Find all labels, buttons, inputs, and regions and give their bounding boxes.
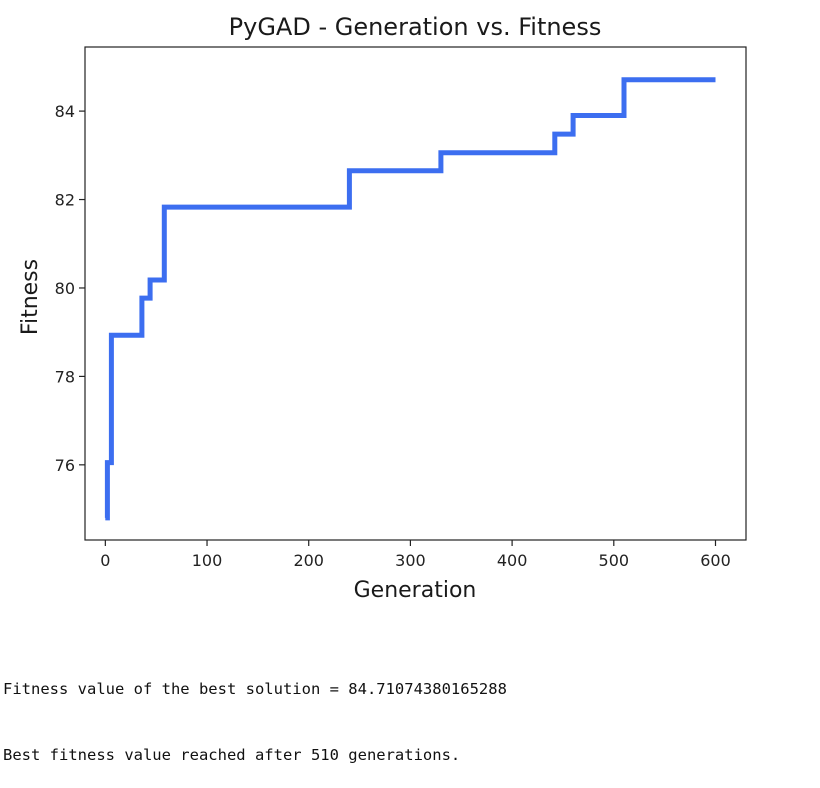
plot-area — [104, 77, 716, 521]
x-tick-label: 0 — [100, 551, 110, 570]
x-tick-label: 300 — [395, 551, 426, 570]
x-tick-label: 400 — [497, 551, 528, 570]
y-tick-label: 76 — [55, 456, 75, 475]
best-solution-text: Fitness value of the best solution = 84.… — [3, 680, 507, 698]
y-tick-label: 82 — [55, 191, 75, 210]
plot-frame — [84, 46, 747, 541]
x-axis-label: Generation — [354, 578, 477, 603]
fitness-chart: PyGAD - Generation vs. Fitness 0 100 200 30… — [18, 13, 747, 603]
y-tick-label: 80 — [55, 279, 75, 298]
x-tick-label: 200 — [293, 551, 324, 570]
chart-title: PyGAD - Generation vs. Fitness — [229, 13, 602, 41]
console-output: Fitness value of the best solution = 84.… — [3, 634, 507, 788]
x-tick-label: 600 — [700, 551, 731, 570]
x-tick-label: 500 — [599, 551, 630, 570]
fitness-series-line — [104, 77, 716, 521]
y-tick-label: 84 — [55, 102, 75, 121]
axes: 0 100 200 300 400 500 600 76 78 80 82 84 — [55, 46, 747, 570]
best-generation-text: Best fitness value reached after 510 gen… — [3, 746, 461, 764]
y-tick-label: 78 — [55, 367, 75, 386]
y-axis-label: Fitness — [18, 259, 43, 335]
x-tick-label: 100 — [192, 551, 223, 570]
